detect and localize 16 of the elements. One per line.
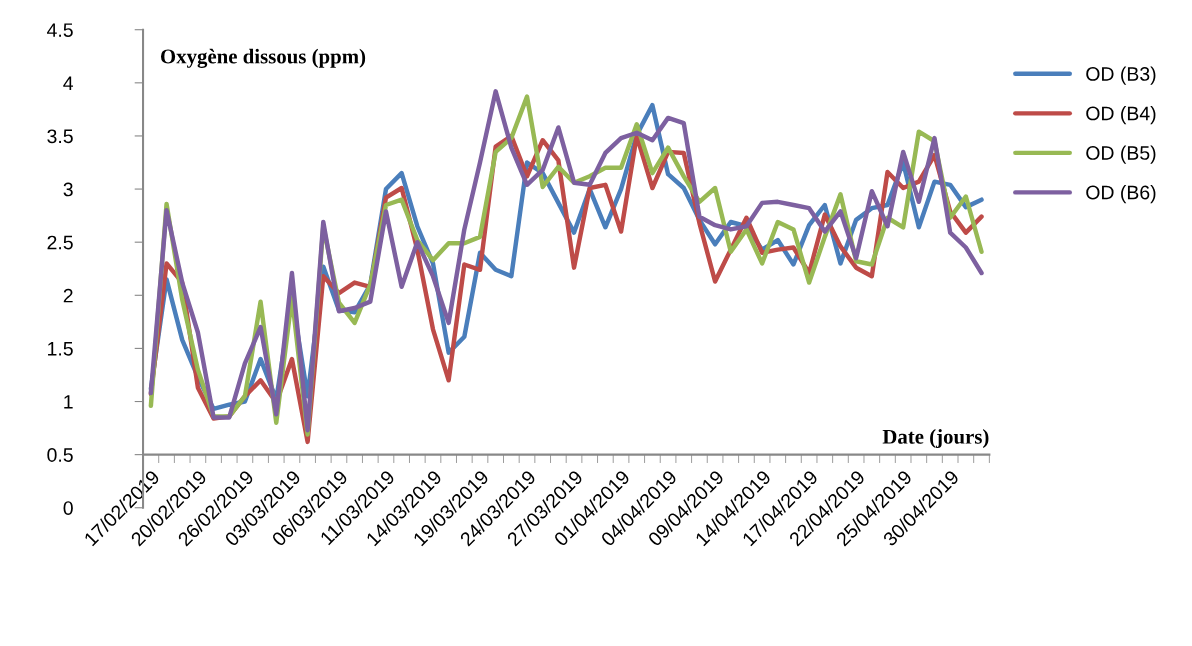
y-tick-label: 4.5 [47, 23, 73, 37]
y-tick-label: 1 [64, 395, 73, 409]
y-tick-label: 3.5 [47, 129, 73, 144]
text: Oxygène dissous (ppm) [160, 48, 366, 68]
y-tick-label: 1.5 [48, 342, 73, 356]
legend-label: OD (B3) [1086, 66, 1156, 85]
legend-label: OD (B5) [1086, 145, 1156, 164]
y-tick-label: 0.5 [47, 448, 73, 462]
y-tick-label: 4 [63, 76, 74, 90]
y-tick-label: 3 [63, 182, 73, 197]
y-tick-label: 2.5 [47, 235, 73, 250]
legend-label: OD (B6) [1086, 185, 1156, 204]
x-axis-title: Date (jours) [882, 429, 989, 448]
y-tick-label: 0 [63, 501, 73, 515]
y-tick-label: 2 [63, 288, 73, 303]
legend-label: OD (B4) [1086, 106, 1156, 125]
